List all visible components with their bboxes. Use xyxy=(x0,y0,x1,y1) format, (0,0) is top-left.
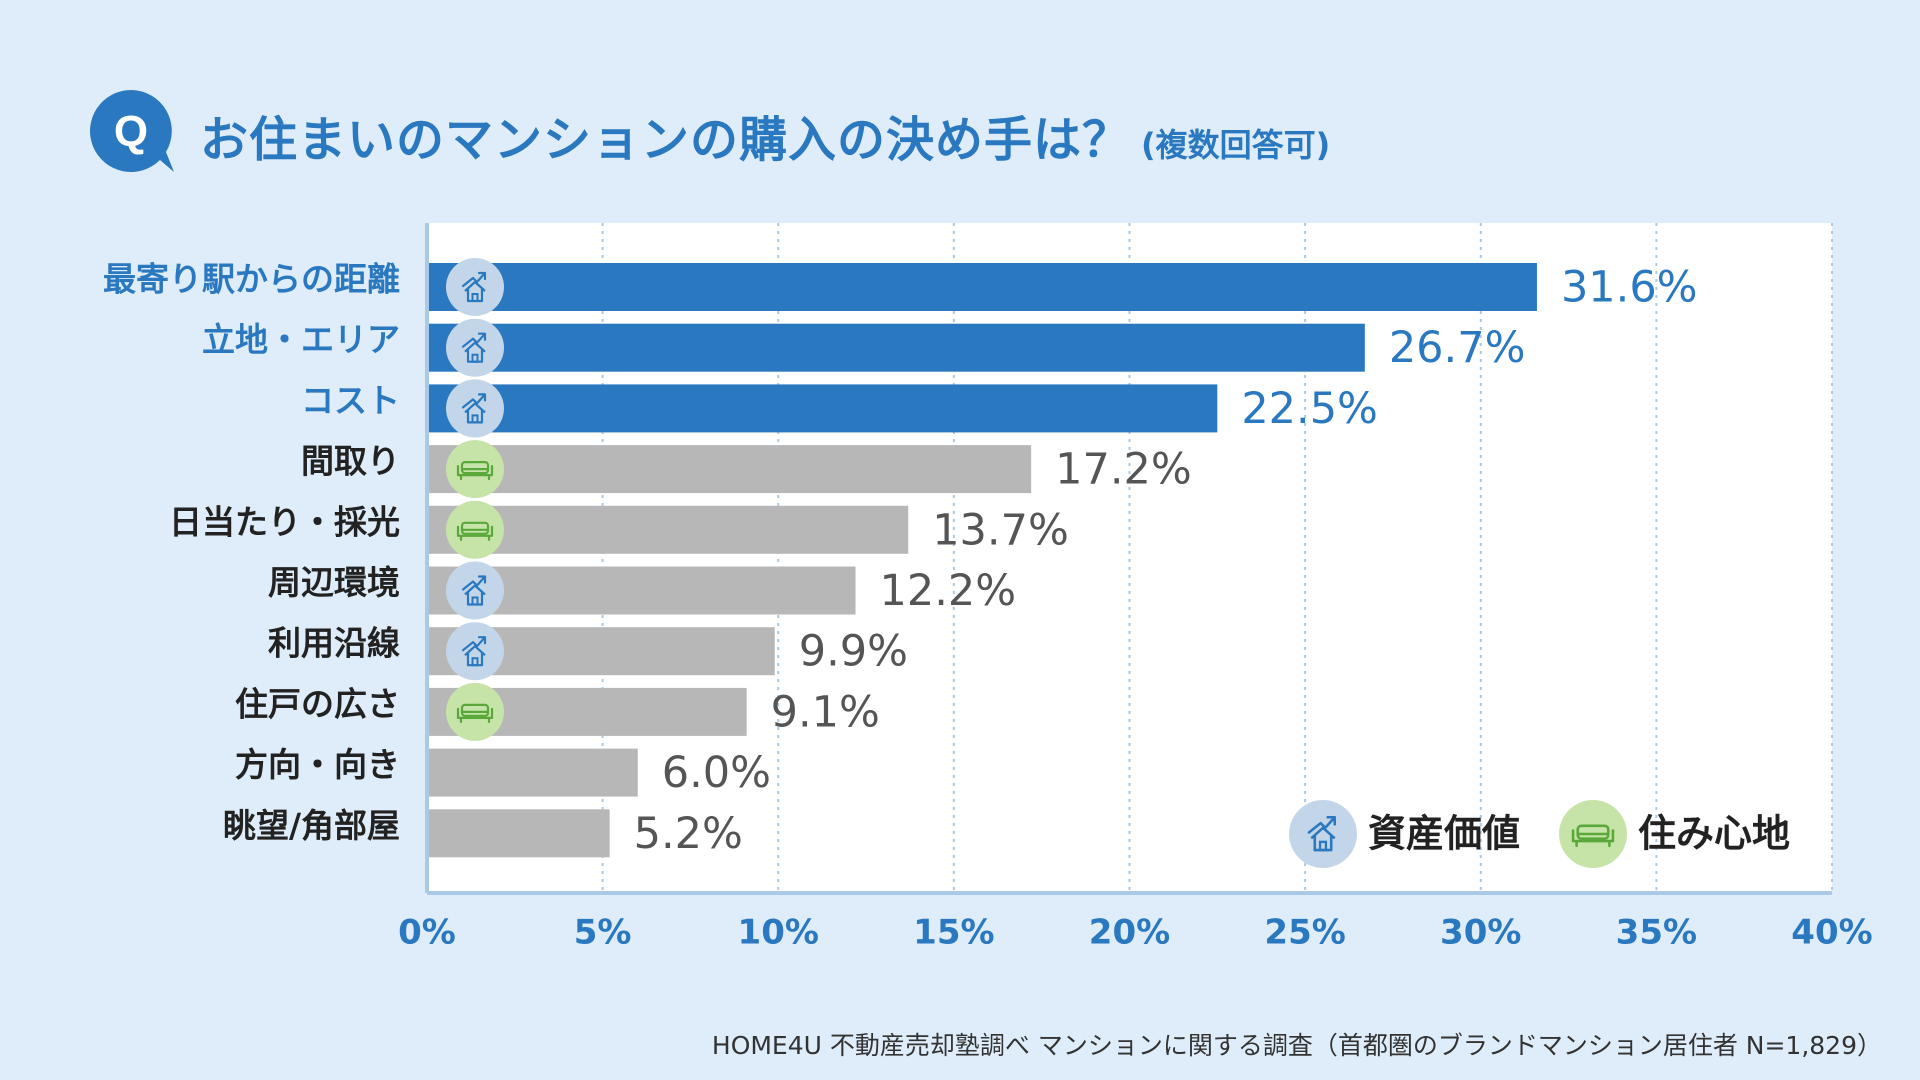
house-chart-icon xyxy=(1289,800,1357,868)
sofa-icon xyxy=(1559,800,1627,868)
category-label: 住戸の広さ xyxy=(235,684,400,723)
chart-title-row: お住まいのマンションの購入の決め手は？ (複数回答可) xyxy=(200,100,1330,170)
x-tick-label: 5% xyxy=(574,913,632,953)
legend-label: 住み心地 xyxy=(1638,812,1790,856)
category-label: 立地・エリア xyxy=(202,320,400,359)
value-label: 17.2% xyxy=(1055,445,1192,495)
x-tick-label: 15% xyxy=(913,913,994,953)
chart-title: お住まいのマンションの購入の決め手は？ xyxy=(200,112,1132,168)
value-label: 12.2% xyxy=(880,566,1017,616)
house-chart-icon xyxy=(446,622,504,681)
legend-item-comfort: 住み心地 xyxy=(1559,800,1790,868)
house-chart-icon xyxy=(446,379,504,438)
question-badge-icon: Q xyxy=(86,86,176,176)
x-tick-label: 10% xyxy=(738,913,819,953)
value-label: 31.6% xyxy=(1561,263,1698,313)
value-label: 22.5% xyxy=(1241,384,1378,434)
category-label: 間取り xyxy=(301,442,400,481)
category-label: 利用沿線 xyxy=(268,624,400,663)
value-label: 26.7% xyxy=(1389,323,1526,373)
x-tick-label: 40% xyxy=(1791,913,1872,953)
x-tick-label: 20% xyxy=(1089,913,1170,953)
chart-title-note: (複数回答可) xyxy=(1141,126,1331,164)
legend-label: 資産価値 xyxy=(1368,812,1520,856)
house-chart-icon xyxy=(446,561,504,620)
value-label: 6.0% xyxy=(662,748,771,798)
category-label: 方向・向き xyxy=(235,745,400,784)
question-badge-letter: Q xyxy=(114,107,148,156)
value-label: 9.1% xyxy=(771,687,880,737)
house-chart-icon xyxy=(446,258,504,316)
bar xyxy=(427,445,1032,494)
category-label: 周辺環境 xyxy=(268,563,400,602)
sofa-icon xyxy=(446,682,504,741)
bar xyxy=(427,809,610,858)
x-tick-label: 25% xyxy=(1264,913,1345,953)
category-label: コスト xyxy=(301,381,400,420)
category-label: 最寄り駅からの距離 xyxy=(103,260,400,299)
x-tick-label: 30% xyxy=(1440,913,1521,953)
category-label: 日当たり・採光 xyxy=(169,502,400,541)
x-tick-label: 0% xyxy=(398,913,456,953)
x-tick-label: 35% xyxy=(1616,913,1697,953)
source-note: HOME4U 不動産売却塾調べ マンションに関する調査（首都圏のブランドマンショ… xyxy=(711,1031,1882,1060)
legend-item-asset: 資産価値 xyxy=(1289,800,1520,868)
value-label: 9.9% xyxy=(799,627,908,677)
house-chart-icon xyxy=(446,318,504,377)
bar xyxy=(427,748,638,797)
bar xyxy=(427,263,1537,311)
sofa-icon xyxy=(446,440,504,499)
category-label: 眺望/角部屋 xyxy=(223,806,400,845)
value-label: 13.7% xyxy=(932,505,1069,555)
sofa-icon xyxy=(446,500,504,559)
bar xyxy=(427,323,1365,372)
chart-legend: 資産価値 住み心地 xyxy=(1289,800,1790,868)
value-label: 5.2% xyxy=(634,809,743,859)
bar xyxy=(427,384,1218,433)
bar xyxy=(427,505,909,554)
